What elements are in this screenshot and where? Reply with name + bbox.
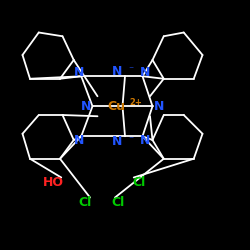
Text: N: N <box>74 134 84 146</box>
Text: HO: HO <box>43 176 64 189</box>
Text: Cl: Cl <box>132 176 145 189</box>
Text: Cu: Cu <box>107 100 125 113</box>
Text: 2+: 2+ <box>130 98 143 107</box>
Text: N: N <box>154 100 164 113</box>
Text: N: N <box>112 65 122 78</box>
Text: N: N <box>81 100 92 113</box>
Text: Cl: Cl <box>111 196 124 209</box>
Text: ⁻: ⁻ <box>129 135 134 145</box>
Text: ⁻: ⁻ <box>129 65 134 75</box>
Text: Cl: Cl <box>78 196 92 209</box>
Text: N: N <box>74 66 84 79</box>
Text: N: N <box>140 66 150 79</box>
Text: N: N <box>140 134 150 146</box>
Text: N: N <box>112 135 122 148</box>
